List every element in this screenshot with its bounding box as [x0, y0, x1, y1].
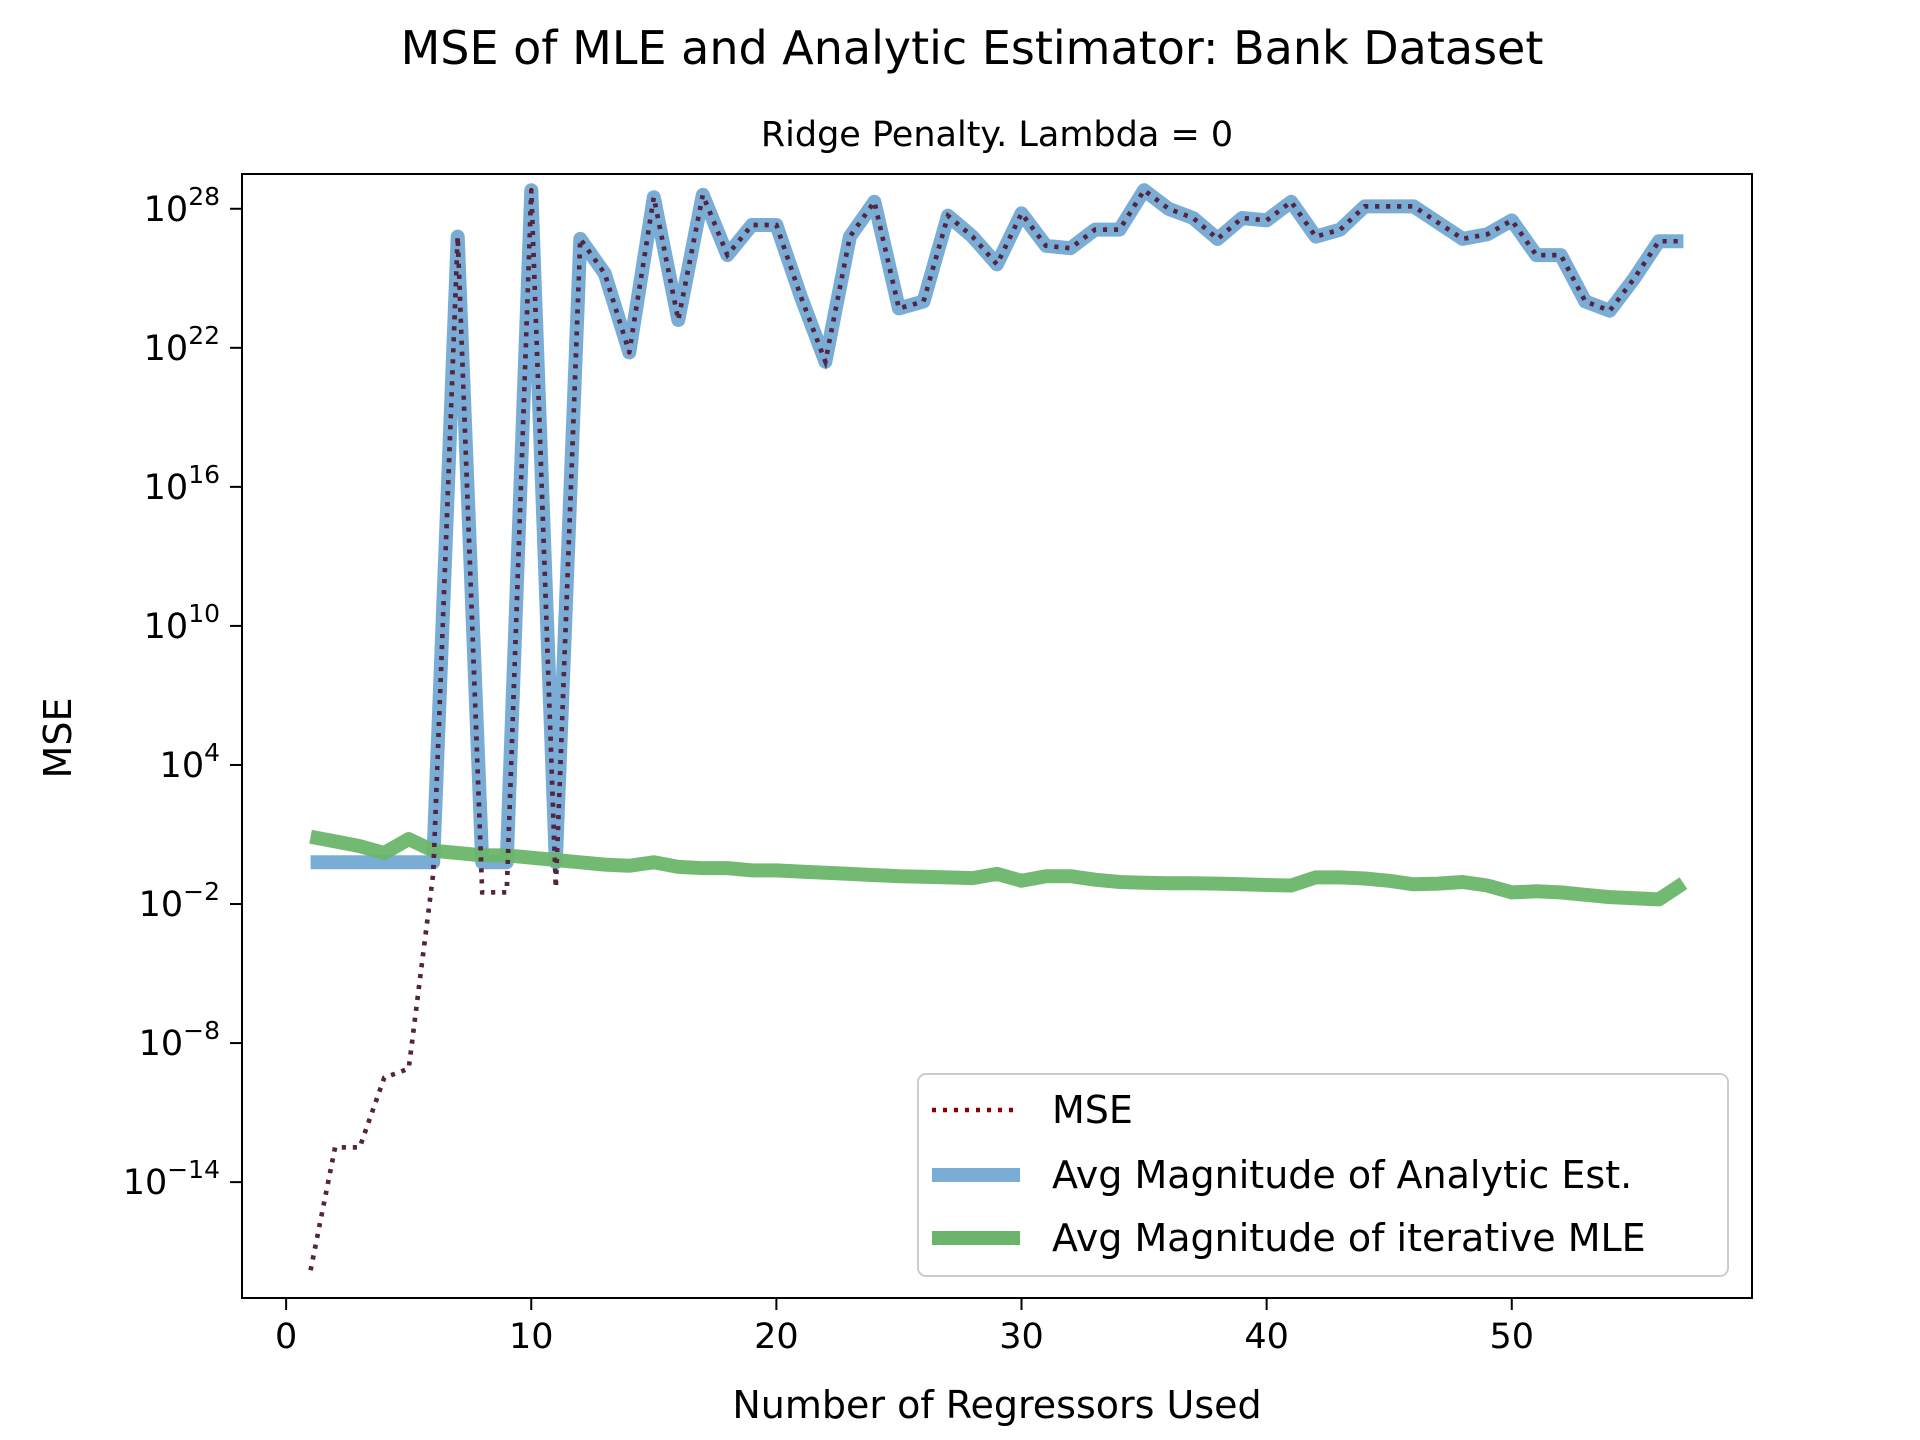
- y-tick-label: 1022: [144, 321, 220, 369]
- y-tick-exponent: 10: [188, 599, 220, 628]
- y-axis-label: MSE: [36, 698, 80, 779]
- y-tick-label: 10−8: [139, 1016, 220, 1064]
- y-tick-label: 1028: [144, 182, 220, 230]
- plot-frame: [241, 173, 1753, 1299]
- series-layer: [308, 183, 1688, 1271]
- y-tick-label: 104: [160, 738, 220, 786]
- chart-title: MSE of MLE and Analytic Estimator: Bank …: [401, 21, 1544, 75]
- series-line-2: [309, 829, 1688, 907]
- legend-label-0: MSE: [1052, 1088, 1133, 1132]
- y-tick-label: 1016: [144, 460, 220, 508]
- y-tick-base: 10: [144, 468, 189, 508]
- x-tick-label: 10: [509, 1317, 554, 1357]
- y-tick-base: 10: [144, 329, 189, 369]
- x-tick-label: 40: [1244, 1317, 1289, 1357]
- x-tick-label: 20: [754, 1317, 799, 1357]
- legend: MSE Avg Magnitude of Analytic Est. Avg Mag…: [917, 1073, 1729, 1277]
- y-tick-exponent: 16: [188, 460, 220, 489]
- y-tick-exponent: 28: [188, 182, 220, 211]
- y-tick-exponent: −2: [183, 877, 220, 906]
- y-tick-exponent: 22: [188, 321, 220, 350]
- x-axis-label: Number of Regressors Used: [732, 1383, 1261, 1427]
- legend-box: [917, 1073, 1729, 1277]
- y-tick-exponent: 4: [204, 738, 220, 767]
- y-tick-label: 10−2: [139, 877, 220, 925]
- series-line-1: [310, 183, 1684, 870]
- x-tick-label: 50: [1489, 1317, 1534, 1357]
- y-tick-base: 10: [144, 190, 189, 230]
- chart-subtitle: Ridge Penalty. Lambda = 0: [761, 115, 1233, 155]
- y-tick-base: 10: [139, 885, 184, 925]
- y-tick-label: 10−14: [123, 1155, 220, 1203]
- y-tick-base: 10: [123, 1163, 168, 1203]
- y-tick-base: 10: [144, 607, 189, 647]
- x-tick-label: 30: [999, 1317, 1044, 1357]
- x-axis: 0 10 20 30 40 50: [275, 1298, 1534, 1357]
- x-tick-label: 0: [275, 1317, 297, 1357]
- legend-label-1: Avg Magnitude of Analytic Est.: [1052, 1153, 1632, 1197]
- legend-label-2: Avg Magnitude of iterative MLE: [1052, 1216, 1646, 1260]
- y-tick-base: 10: [139, 1024, 184, 1064]
- y-tick-label: 1010: [144, 599, 220, 647]
- y-tick-base: 10: [160, 746, 205, 786]
- y-tick-exponent: −8: [183, 1016, 220, 1045]
- y-tick-exponent: −14: [167, 1155, 220, 1184]
